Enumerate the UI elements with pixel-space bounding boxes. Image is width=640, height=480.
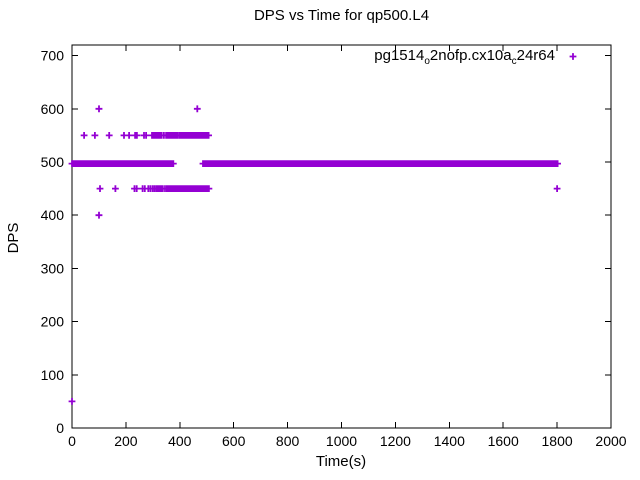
chart-title: DPS vs Time for qp500.L4 (253, 7, 430, 24)
x-tick-label: 1400 (434, 433, 465, 449)
x-tick-label: 1800 (542, 433, 573, 449)
axis-ticks (71, 45, 612, 429)
x-tick-label: 400 (168, 433, 192, 449)
legend-text: pg1514 (374, 47, 425, 64)
legend-text: 2nofp.cx10a (429, 47, 512, 64)
y-tick-label: 400 (41, 207, 65, 223)
x-tick-label: 600 (222, 433, 246, 449)
x-tick-label: 1600 (488, 433, 519, 449)
x-tick-label: 1000 (326, 433, 357, 449)
y-tick-label: 100 (41, 367, 65, 383)
legend-label: pg1514o2nofp.cx10ac24r64 (374, 48, 555, 67)
x-tick-label: 200 (114, 433, 138, 449)
legend-subscript: o (424, 56, 430, 67)
plot-frame (71, 44, 612, 429)
legend-text: 24r64 (516, 47, 555, 64)
y-axis-label: DPS (5, 223, 22, 254)
y-tick-label: 600 (41, 101, 65, 117)
x-axis-label: Time(s) (316, 453, 366, 470)
legend-sample-plus-icon (569, 53, 577, 60)
x-tick-label: 800 (276, 433, 300, 449)
y-tick-label: 700 (41, 48, 65, 64)
y-tick-label: 200 (41, 314, 65, 330)
y-tick-label: 500 (41, 154, 65, 170)
axis-tick-labels: 0 200 400 600 800 1000 1200 1400 1600 1800 2000 0 10… (41, 48, 627, 449)
x-tick-label: 1200 (380, 433, 411, 449)
data-points-plus-markers (68, 105, 561, 405)
x-tick-label: 0 (68, 433, 76, 449)
x-tick-label: 2000 (595, 433, 626, 449)
y-tick-label: 0 (56, 420, 64, 436)
legend-subscript: c (511, 56, 517, 67)
y-tick-label: 300 (41, 260, 65, 276)
